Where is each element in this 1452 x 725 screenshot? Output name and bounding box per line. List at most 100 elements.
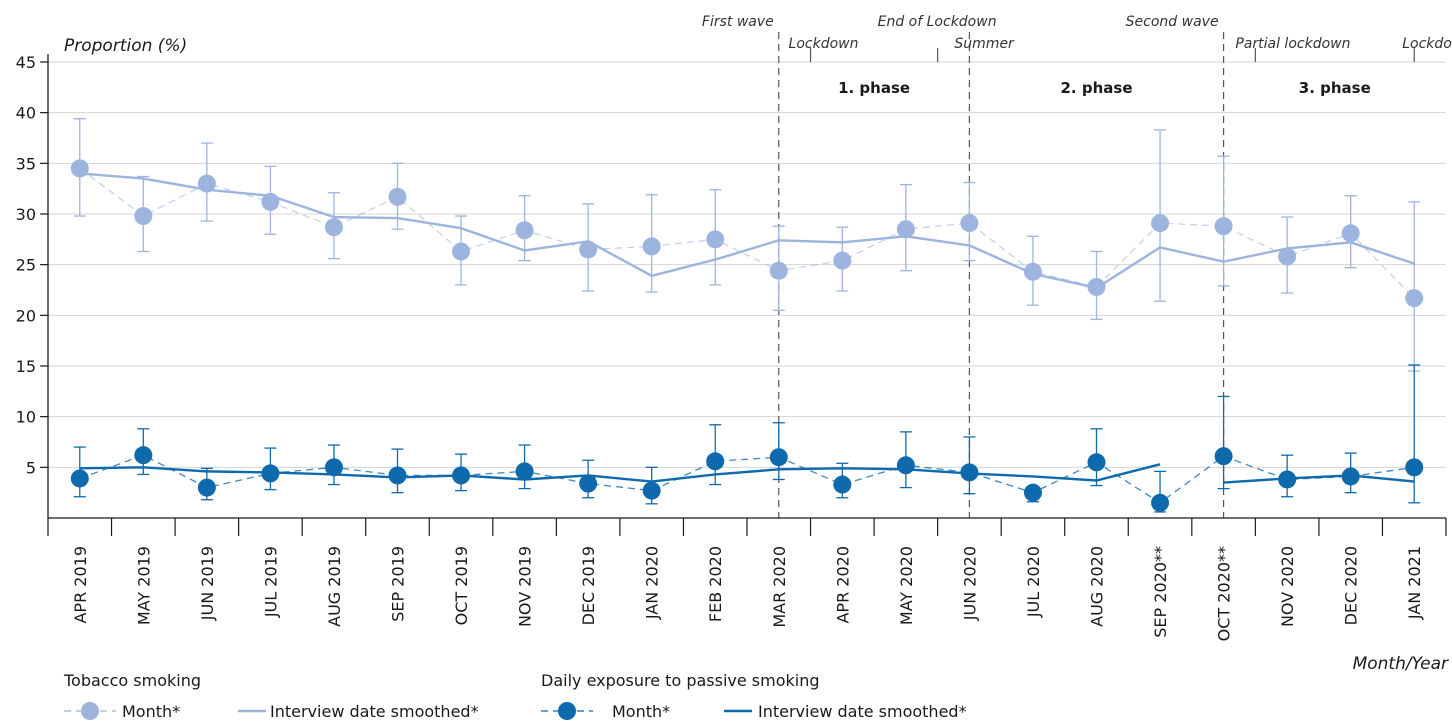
x-tick-label: MAY 2020 (897, 546, 916, 625)
y-tick-label: 25 (16, 256, 36, 275)
passive-point (1278, 470, 1297, 489)
x-tick-label: NOV 2020 (1278, 546, 1297, 627)
y-tick-label: 45 (16, 53, 36, 72)
passive-point (1341, 467, 1360, 486)
grid-layer (48, 61, 1446, 468)
x-tick-label: JUL 2019 (261, 546, 280, 618)
tobacco-point (833, 251, 852, 270)
x-tick-label: JUN 2019 (198, 546, 217, 621)
legend-passive-month-marker (558, 702, 576, 720)
y-tick-label: 15 (16, 357, 36, 376)
tobacco-point (1278, 247, 1297, 266)
legend: Tobacco smoking Daily exposure to passiv… (63, 671, 967, 721)
tobacco-point (1023, 262, 1042, 281)
passive-point (1405, 458, 1424, 477)
legend-passive-month-label: Month* (612, 702, 670, 721)
passive-point (261, 464, 280, 483)
passive-point (452, 466, 471, 485)
x-tick-label: OCT 2019 (452, 546, 471, 625)
x-tick-label: DEC 2020 (1342, 546, 1361, 625)
tobacco-month-line (79, 167, 1415, 299)
legend-tobacco-smoothed-label: Interview date smoothed* (270, 702, 479, 721)
tobacco-smoothed-line (79, 172, 1415, 290)
tobacco-point (324, 218, 343, 237)
x-tick-label: DEC 2019 (579, 546, 598, 625)
axis-layer: 5 10 15 20 25 30 35 40 45 APR 2019 MAY 2019 JUN 201… (16, 53, 1447, 641)
tobacco-point (261, 192, 280, 211)
event-label: Summer (954, 36, 1015, 52)
x-tick-label: JUL 2020 (1024, 546, 1043, 618)
event-label: First wave (702, 14, 774, 30)
x-tick-label: JAN 2021 (1405, 546, 1424, 620)
tobacco-point (197, 174, 216, 193)
event-label: Lockdown (789, 36, 859, 52)
tobacco-point (70, 159, 89, 178)
legend-items (64, 702, 752, 720)
x-tick-label: OCT 2020** (1215, 546, 1234, 641)
passive-smoothed-line (1223, 474, 1415, 484)
tobacco-point (769, 261, 788, 280)
passive-point (1214, 447, 1233, 466)
x-tick-label: JAN 2020 (643, 546, 662, 620)
passive-point (70, 469, 89, 488)
tobacco-point (579, 240, 598, 259)
passive-point (960, 463, 979, 482)
y-tick-label: 10 (16, 408, 36, 427)
x-tick-label: APR 2019 (71, 546, 90, 624)
passive-point (134, 446, 153, 465)
event-label: Second wave (1126, 14, 1219, 30)
x-tick-label: MAY 2019 (134, 546, 153, 625)
passive-point (769, 448, 788, 467)
y-tick-label: 5 (26, 458, 36, 477)
x-tick-label: SEP 2020** (1151, 546, 1170, 638)
tobacco-point (642, 237, 661, 256)
passive-point (324, 458, 343, 477)
legend-tobacco-month-label: Month* (122, 702, 180, 721)
x-tick-label: APR 2020 (833, 546, 852, 624)
passive-point (388, 466, 407, 485)
tobacco-point (388, 187, 407, 206)
x-tick-label: AUG 2019 (325, 546, 344, 627)
x-axis-title: Month/Year (1353, 654, 1449, 674)
passive-point (515, 462, 534, 481)
tobacco-point (1087, 277, 1106, 296)
y-tick-label: 30 (16, 205, 36, 224)
y-tick-label: 35 (16, 154, 36, 173)
tobacco-point (960, 214, 979, 233)
x-tick-label: SEP 2019 (389, 546, 408, 622)
event-label: End of Lockdown (878, 14, 997, 30)
y-axis-title: Proportion (%) (64, 36, 187, 56)
tobacco-point (1341, 224, 1360, 243)
passive-point (197, 478, 216, 497)
tobacco-point (134, 207, 153, 226)
passive-point (706, 452, 725, 471)
x-tick-label: FEB 2020 (706, 546, 725, 622)
passive-month-line (79, 454, 1415, 504)
tobacco-point (706, 230, 725, 249)
phase-label: 2. phase (1061, 79, 1133, 97)
phase-label: 3. phase (1299, 79, 1371, 97)
event-layer: First wave Lockdown End of Lockdown Summer S… (702, 14, 1452, 518)
y-tick-label: 40 (16, 104, 36, 123)
tobacco-point (452, 242, 471, 261)
passive-point (1151, 493, 1170, 512)
legend-group-tobacco-title: Tobacco smoking (63, 671, 201, 690)
passive-point (579, 474, 598, 493)
series-layer (70, 118, 1424, 513)
tobacco-point (1151, 214, 1170, 233)
passive-point (833, 475, 852, 494)
x-tick-label: NOV 2019 (516, 546, 535, 627)
passive-point (1023, 483, 1042, 502)
legend-group-passive-title: Daily exposure to passive smoking (541, 671, 820, 690)
phase-label: 1. phase (838, 79, 910, 97)
passive-point (1087, 453, 1106, 472)
x-tick-label: JUN 2020 (960, 546, 979, 621)
x-tick-label: MAR 2020 (770, 546, 789, 628)
tobacco-point (515, 221, 534, 240)
legend-tobacco-month-marker (81, 702, 99, 720)
event-label: Partial lockdown (1235, 36, 1350, 52)
tobacco-point (1405, 289, 1424, 308)
y-tick-label: 20 (16, 306, 36, 325)
passive-point (896, 456, 915, 475)
